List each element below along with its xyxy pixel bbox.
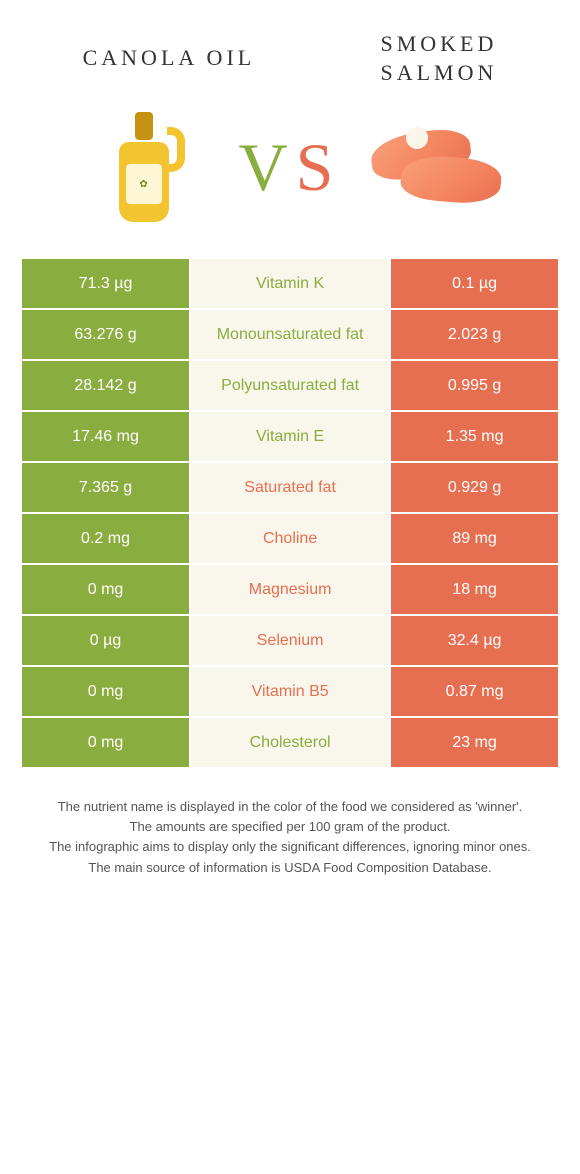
- right-value: 89 mg: [391, 514, 558, 563]
- right-food-title: SMOKED SALMON: [380, 30, 497, 87]
- nutrient-name: Cholesterol: [191, 718, 389, 767]
- table-row: 63.276 gMonounsaturated fat2.023 g: [22, 310, 558, 359]
- vs-row: ✿ VS: [0, 107, 580, 257]
- right-title-line2: SALMON: [380, 60, 497, 85]
- right-value: 2.023 g: [391, 310, 558, 359]
- right-value: 23 mg: [391, 718, 558, 767]
- left-value: 28.142 g: [22, 361, 189, 410]
- table-row: 28.142 gPolyunsaturated fat0.995 g: [22, 361, 558, 410]
- comparison-tbody: 71.3 µgVitamin K0.1 µg63.276 gMonounsatu…: [22, 259, 558, 767]
- footnote-line: The infographic aims to display only the…: [40, 837, 540, 857]
- canola-oil-icon: ✿: [69, 107, 219, 227]
- left-food-title: CANOLA OIL: [83, 44, 256, 73]
- right-title-line1: SMOKED: [380, 31, 497, 56]
- comparison-table: 71.3 µgVitamin K0.1 µg63.276 gMonounsatu…: [20, 257, 560, 769]
- nutrient-name: Polyunsaturated fat: [191, 361, 389, 410]
- table-row: 0 mgMagnesium18 mg: [22, 565, 558, 614]
- footnote-line: The nutrient name is displayed in the co…: [40, 797, 540, 817]
- right-value: 0.929 g: [391, 463, 558, 512]
- table-row: 17.46 mgVitamin E1.35 mg: [22, 412, 558, 461]
- left-value: 71.3 µg: [22, 259, 189, 308]
- smoked-salmon-icon: [361, 107, 511, 227]
- nutrient-name: Monounsaturated fat: [191, 310, 389, 359]
- right-value: 1.35 mg: [391, 412, 558, 461]
- right-value: 0.87 mg: [391, 667, 558, 716]
- nutrient-name: Saturated fat: [191, 463, 389, 512]
- right-value: 32.4 µg: [391, 616, 558, 665]
- left-value: 0 mg: [22, 718, 189, 767]
- left-value: 0 µg: [22, 616, 189, 665]
- table-row: 0.2 mgCholine89 mg: [22, 514, 558, 563]
- nutrient-name: Magnesium: [191, 565, 389, 614]
- nutrient-name: Vitamin E: [191, 412, 389, 461]
- table-row: 71.3 µgVitamin K0.1 µg: [22, 259, 558, 308]
- left-value: 0.2 mg: [22, 514, 189, 563]
- header-titles: CANOLA OIL SMOKED SALMON: [0, 0, 580, 107]
- left-value: 63.276 g: [22, 310, 189, 359]
- nutrient-name: Choline: [191, 514, 389, 563]
- right-value: 0.1 µg: [391, 259, 558, 308]
- vs-label: VS: [239, 128, 342, 207]
- nutrient-name: Vitamin K: [191, 259, 389, 308]
- footnote-line: The main source of information is USDA F…: [40, 858, 540, 878]
- nutrient-name: Vitamin B5: [191, 667, 389, 716]
- nutrient-name: Selenium: [191, 616, 389, 665]
- right-value: 18 mg: [391, 565, 558, 614]
- right-value: 0.995 g: [391, 361, 558, 410]
- table-row: 0 µgSelenium32.4 µg: [22, 616, 558, 665]
- left-value: 17.46 mg: [22, 412, 189, 461]
- table-row: 0 mgVitamin B50.87 mg: [22, 667, 558, 716]
- left-value: 0 mg: [22, 565, 189, 614]
- footnote-line: The amounts are specified per 100 gram o…: [40, 817, 540, 837]
- table-row: 0 mgCholesterol23 mg: [22, 718, 558, 767]
- footnotes: The nutrient name is displayed in the co…: [30, 769, 550, 888]
- left-value: 7.365 g: [22, 463, 189, 512]
- table-row: 7.365 gSaturated fat0.929 g: [22, 463, 558, 512]
- left-value: 0 mg: [22, 667, 189, 716]
